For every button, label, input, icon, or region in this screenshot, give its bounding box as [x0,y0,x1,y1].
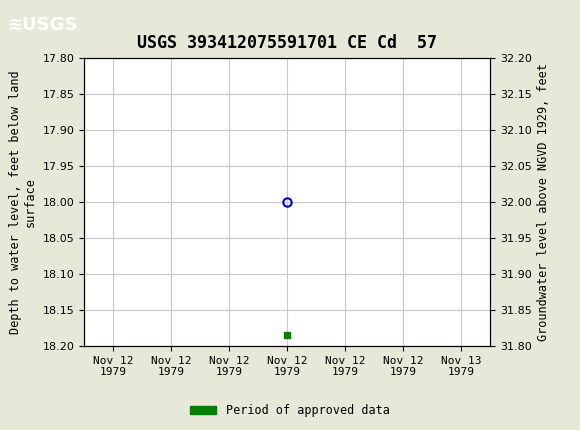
Legend: Period of approved data: Period of approved data [186,399,394,422]
Text: ≋USGS: ≋USGS [7,16,78,34]
Title: USGS 393412075591701 CE Cd  57: USGS 393412075591701 CE Cd 57 [137,34,437,52]
Y-axis label: Groundwater level above NGVD 1929, feet: Groundwater level above NGVD 1929, feet [537,63,550,341]
Y-axis label: Depth to water level, feet below land
surface: Depth to water level, feet below land su… [9,70,37,334]
